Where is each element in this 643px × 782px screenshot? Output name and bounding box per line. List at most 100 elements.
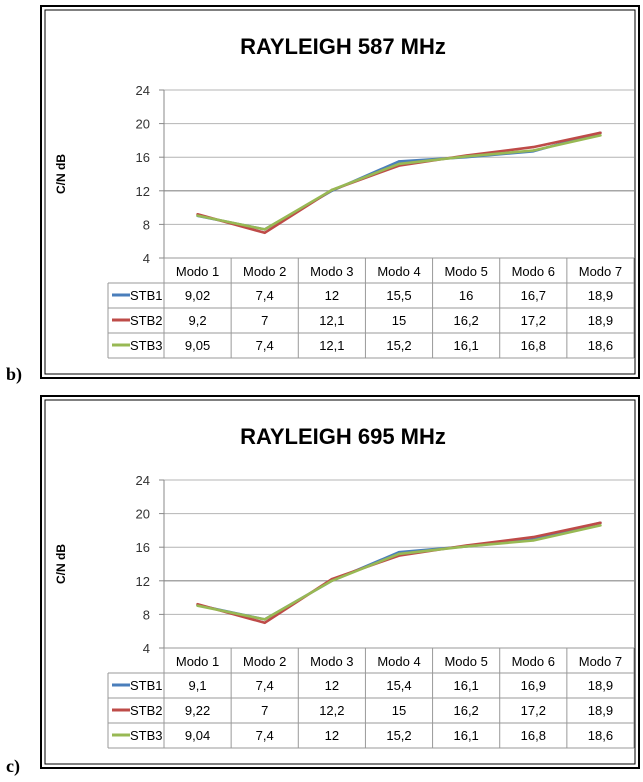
table-cell: 17,2	[521, 703, 546, 718]
table-cell: 7,4	[256, 678, 274, 693]
panel-label-c: c)	[6, 756, 20, 776]
data-point	[330, 188, 334, 192]
category-label: Modo 5	[444, 654, 487, 669]
y-tick-label: 16	[136, 150, 150, 165]
chart-b: RAYLEIGH 587 MHz 4 8 12 16 20 24 C/N dB Modo 1 Mo…	[40, 5, 640, 379]
category-label: Modo 2	[243, 654, 286, 669]
category-label: Modo 1	[176, 264, 219, 279]
data-point	[263, 228, 266, 231]
chart-panel-c: RAYLEIGH 695 MHz 4 8 12 16 20 24 C/N dB Modo 1 Mo…	[0, 390, 643, 777]
y-tick-label: 12	[136, 184, 150, 199]
chart-c: RAYLEIGH 695 MHz 4 8 12 16 20 24 C/N dB Modo 1 Mo…	[40, 395, 640, 769]
table-cell: 15,5	[386, 288, 411, 303]
table-cell: 18,9	[588, 703, 613, 718]
table-cell: 18,9	[588, 678, 613, 693]
table-cell: 7	[261, 313, 268, 328]
data-point	[263, 231, 266, 234]
table-cell: 18,9	[588, 313, 613, 328]
chart-frame-inner	[44, 9, 636, 375]
table-cell: 7,4	[256, 288, 274, 303]
category-label: Modo 2	[243, 264, 286, 279]
data-point	[196, 214, 199, 217]
data-point	[532, 539, 535, 542]
table-cell: 16,1	[453, 338, 478, 353]
table-cell: 12	[325, 678, 339, 693]
table-cell: 7,4	[256, 728, 274, 743]
table-cell: 12,2	[319, 703, 344, 718]
y-tick-label: 8	[143, 217, 150, 232]
table-cell: 9,1	[189, 678, 207, 693]
category-label: Modo 7	[579, 264, 622, 279]
table-cell: 9,04	[185, 728, 210, 743]
y-tick-label: 4	[143, 641, 150, 656]
chart-frame-outer	[40, 5, 640, 379]
table-cell: 16,1	[453, 728, 478, 743]
table-cell: 9,05	[185, 338, 210, 353]
table-cell: 18,6	[588, 728, 613, 743]
table-cell: 16,2	[453, 703, 478, 718]
table-cell: 15,4	[386, 678, 411, 693]
category-label: Modo 6	[512, 264, 555, 279]
category-label: Modo 5	[444, 264, 487, 279]
data-point	[263, 618, 266, 621]
legend-label: STB1	[130, 288, 163, 303]
table-cell: 12,1	[319, 338, 344, 353]
data-point	[532, 145, 535, 149]
table-cell: 9,02	[185, 288, 210, 303]
table-cell: 15	[392, 703, 406, 718]
category-label: Modo 3	[310, 654, 353, 669]
table-cell: 12	[325, 288, 339, 303]
table-cell: 7	[261, 703, 268, 718]
category-label: Modo 7	[579, 654, 622, 669]
table-cell: 18,9	[588, 288, 613, 303]
table-cell: 16,1	[453, 678, 478, 693]
data-point	[397, 162, 401, 166]
data-point	[397, 160, 401, 163]
data-point	[263, 621, 266, 624]
category-label: Modo 6	[512, 654, 555, 669]
y-tick-label: 12	[136, 574, 150, 589]
legend-label: STB3	[130, 338, 163, 353]
data-point	[532, 149, 535, 152]
y-tick-label: 16	[136, 540, 150, 555]
y-tick-label: 8	[143, 607, 150, 622]
table-cell: 16,8	[521, 338, 546, 353]
legend-label: STB2	[130, 313, 163, 328]
data-point	[330, 579, 334, 582]
legend-label: STB1	[130, 678, 163, 693]
table-cell: 12	[325, 728, 339, 743]
table-cell: 15,2	[386, 728, 411, 743]
category-label: Modo 3	[310, 264, 353, 279]
legend-label: STB2	[130, 703, 163, 718]
data-point	[196, 604, 199, 607]
data-point	[464, 155, 468, 158]
y-tick-label: 20	[136, 507, 150, 522]
table-cell: 16,8	[521, 728, 546, 743]
data-point	[397, 552, 401, 556]
data-point	[464, 545, 468, 548]
chart-frame-outer	[40, 395, 640, 769]
table-cell: 16,9	[521, 678, 546, 693]
y-tick-label: 24	[136, 473, 150, 488]
y-tick-label: 4	[143, 251, 150, 266]
category-label: Modo 4	[377, 264, 420, 279]
table-cell: 15	[392, 313, 406, 328]
table-cell: 9,22	[185, 703, 210, 718]
table-cell: 17,2	[521, 313, 546, 328]
table-cell: 16,2	[453, 313, 478, 328]
table-cell: 7,4	[256, 338, 274, 353]
table-cell: 18,6	[588, 338, 613, 353]
legend-label: STB3	[130, 728, 163, 743]
data-point	[599, 521, 602, 525]
y-tick-label: 24	[136, 83, 150, 98]
category-label: Modo 1	[176, 654, 219, 669]
panel-label-b: b)	[6, 364, 23, 384]
chart-title: RAYLEIGH 587 MHz	[240, 34, 446, 59]
table-cell: 12,1	[319, 313, 344, 328]
category-label: Modo 4	[377, 654, 420, 669]
chart-frame-inner	[44, 399, 636, 765]
data-point	[599, 134, 602, 137]
y-axis-label: C/N dB	[54, 544, 68, 584]
table-cell: 16	[459, 288, 473, 303]
chart-panel-b: RAYLEIGH 587 MHz 4 8 12 16 20 24 C/N dB Modo 1 Mo…	[0, 0, 643, 388]
